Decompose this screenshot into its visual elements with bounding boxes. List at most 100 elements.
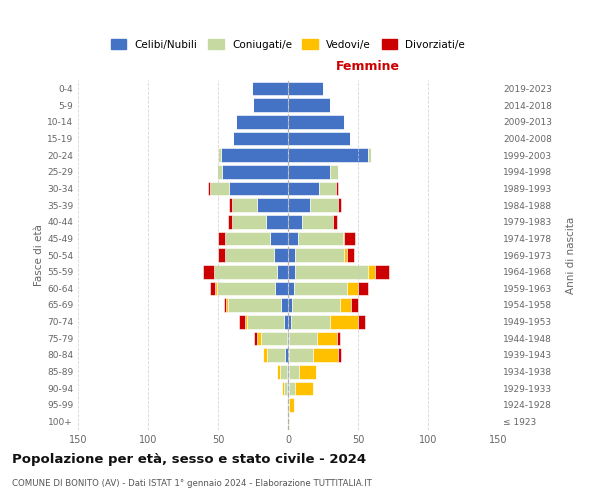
- Bar: [288, 298, 292, 312]
- Bar: [277, 265, 288, 278]
- Legend: Celibi/Nubili, Coniugati/e, Vedovi/e, Divorziati/e: Celibi/Nubili, Coniugati/e, Vedovi/e, Di…: [107, 36, 469, 52]
- Bar: [351, 298, 358, 312]
- Bar: [288, 315, 291, 328]
- Bar: [330, 315, 358, 328]
- Bar: [253, 98, 288, 112]
- Bar: [338, 348, 341, 362]
- Bar: [295, 248, 344, 262]
- Bar: [368, 265, 375, 278]
- Bar: [236, 115, 288, 128]
- Bar: [358, 315, 365, 328]
- Bar: [283, 382, 284, 395]
- Bar: [221, 148, 288, 162]
- Bar: [289, 348, 313, 362]
- Bar: [330, 165, 338, 178]
- Bar: [288, 282, 293, 295]
- Bar: [288, 415, 289, 428]
- Bar: [225, 248, 274, 262]
- Bar: [222, 165, 288, 178]
- Bar: [239, 315, 245, 328]
- Bar: [340, 298, 351, 312]
- Bar: [295, 265, 368, 278]
- Bar: [288, 98, 330, 112]
- Bar: [247, 315, 284, 328]
- Bar: [343, 232, 344, 245]
- Bar: [277, 365, 280, 378]
- Bar: [257, 198, 288, 212]
- Bar: [299, 365, 316, 378]
- Bar: [289, 398, 293, 412]
- Bar: [288, 365, 289, 378]
- Bar: [289, 382, 295, 395]
- Bar: [288, 165, 330, 178]
- Text: Femmine: Femmine: [336, 60, 400, 73]
- Bar: [245, 315, 247, 328]
- Bar: [270, 232, 288, 245]
- Y-axis label: Anni di nascita: Anni di nascita: [566, 216, 576, 294]
- Bar: [293, 282, 347, 295]
- Bar: [203, 265, 214, 278]
- Bar: [287, 398, 288, 412]
- Bar: [214, 265, 277, 278]
- Bar: [218, 148, 221, 162]
- Bar: [218, 248, 225, 262]
- Bar: [229, 198, 232, 212]
- Bar: [266, 215, 288, 228]
- Bar: [288, 232, 298, 245]
- Bar: [229, 182, 288, 195]
- Bar: [368, 148, 371, 162]
- Bar: [288, 348, 289, 362]
- Bar: [288, 248, 295, 262]
- Bar: [288, 82, 323, 95]
- Bar: [335, 182, 338, 195]
- Bar: [295, 382, 313, 395]
- Bar: [291, 315, 330, 328]
- Bar: [251, 82, 288, 95]
- Bar: [288, 265, 295, 278]
- Y-axis label: Fasce di età: Fasce di età: [34, 224, 44, 286]
- Bar: [284, 382, 287, 395]
- Bar: [224, 298, 226, 312]
- Bar: [319, 182, 335, 195]
- Bar: [338, 198, 341, 212]
- Bar: [217, 282, 275, 295]
- Bar: [284, 315, 288, 328]
- Bar: [281, 298, 288, 312]
- Bar: [375, 265, 389, 278]
- Bar: [215, 282, 217, 295]
- Bar: [288, 148, 368, 162]
- Bar: [208, 182, 209, 195]
- Bar: [298, 232, 343, 245]
- Bar: [263, 348, 267, 362]
- Bar: [262, 332, 287, 345]
- Bar: [226, 298, 228, 312]
- Bar: [287, 382, 288, 395]
- Bar: [289, 332, 317, 345]
- Bar: [313, 348, 338, 362]
- Bar: [257, 332, 262, 345]
- Bar: [209, 182, 229, 195]
- Bar: [358, 282, 368, 295]
- Bar: [289, 365, 299, 378]
- Bar: [288, 382, 289, 395]
- Bar: [225, 232, 270, 245]
- Bar: [218, 232, 225, 245]
- Bar: [228, 215, 232, 228]
- Bar: [310, 198, 338, 212]
- Bar: [288, 215, 302, 228]
- Bar: [288, 398, 289, 412]
- Bar: [267, 348, 285, 362]
- Bar: [288, 332, 289, 345]
- Bar: [288, 182, 319, 195]
- Bar: [288, 115, 344, 128]
- Bar: [344, 248, 347, 262]
- Bar: [287, 365, 288, 378]
- Bar: [228, 298, 281, 312]
- Bar: [333, 215, 337, 228]
- Bar: [347, 248, 354, 262]
- Bar: [292, 298, 340, 312]
- Bar: [344, 232, 355, 245]
- Bar: [274, 248, 288, 262]
- Bar: [285, 348, 288, 362]
- Bar: [288, 132, 350, 145]
